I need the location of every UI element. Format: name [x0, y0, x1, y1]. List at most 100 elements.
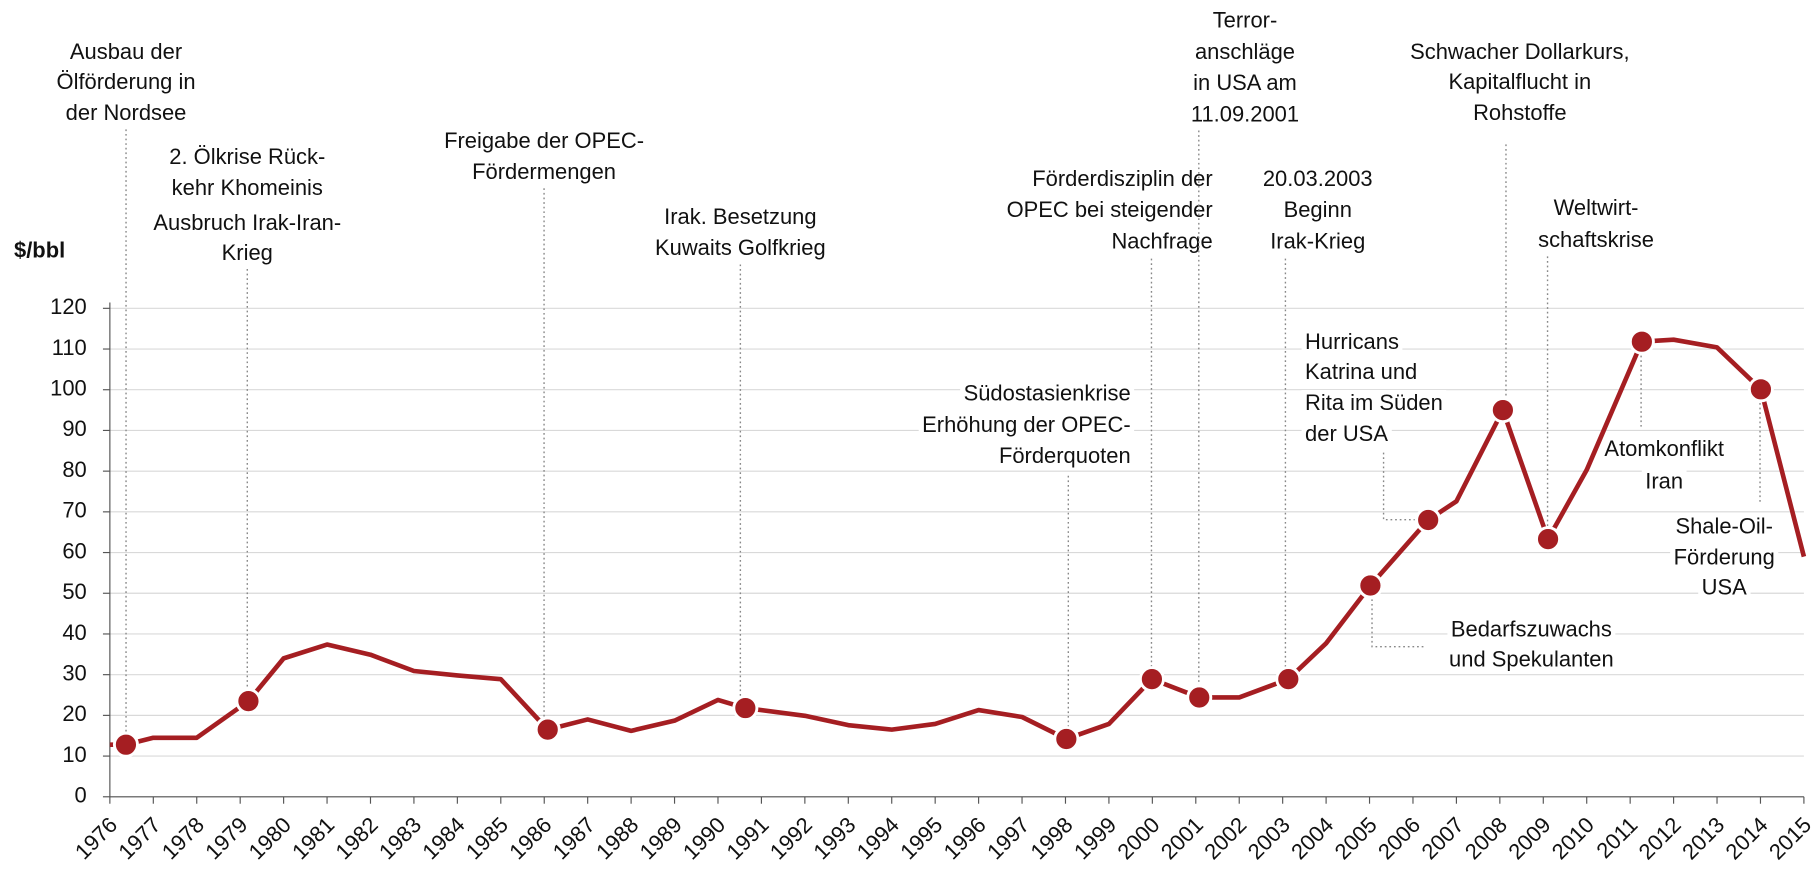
annotation: Förderdisziplin der OPEC bei steigender Na…	[1003, 165, 1217, 254]
annotation-text: Shale-Oil-	[1675, 514, 1773, 539]
annotation: 20.03.2003 Beginn Irak-Krieg	[1259, 165, 1377, 254]
event-marker	[1489, 397, 1516, 424]
annotation-bg	[165, 143, 329, 169]
annotation-bg	[1280, 197, 1356, 223]
annotation-text: und Spekulanten	[1449, 646, 1614, 671]
event-marker	[1275, 666, 1302, 693]
x-tick-label: 2003	[1243, 812, 1295, 864]
annotation-bg	[1406, 38, 1634, 64]
annotation-text: Kapitalflucht in	[1448, 69, 1591, 94]
y-tick-label: 30	[62, 660, 86, 685]
annotation-bg	[660, 204, 821, 230]
annotation-bg	[66, 38, 186, 64]
annotation-bg	[1550, 194, 1642, 220]
x-tick-label: 2002	[1199, 812, 1251, 864]
annotation-bg	[1445, 646, 1618, 672]
x-tick-label: 2014	[1721, 812, 1773, 864]
x-tick-label: 1996	[939, 812, 991, 864]
annotation-bg	[168, 175, 327, 201]
x-tick-label: 2009	[1503, 812, 1555, 864]
event-marker	[1747, 376, 1774, 403]
x-tick-label: 2004	[1286, 812, 1338, 864]
x-tick-label: 2008	[1460, 812, 1512, 864]
annotation-bg	[1301, 358, 1421, 384]
y-tick-label: 70	[62, 498, 86, 523]
x-tick-label: 2001	[1156, 812, 1208, 864]
annotation-bg	[1107, 228, 1217, 254]
leader-line	[1382, 452, 1415, 521]
y-axis-label: $/bbl	[14, 238, 65, 263]
annotation-bg	[440, 127, 648, 153]
annotation: Terror-anschläge in USA am 11.09.2001	[1187, 7, 1303, 127]
annotation-bg	[1189, 70, 1301, 96]
annotation: Schwacher Dollarkurs, Kapitalflucht in Roh…	[1406, 38, 1634, 126]
event-marker	[534, 716, 561, 743]
annotation-text: Weltwirt-	[1554, 195, 1639, 220]
x-tick-label: 1991	[721, 812, 773, 864]
annotation-bg	[1670, 544, 1779, 570]
annotation-text: Erhöhung der OPEC-	[922, 412, 1131, 437]
x-tick-label: 2013	[1677, 812, 1729, 864]
event-marker	[235, 688, 262, 715]
annotation-bg	[1600, 436, 1728, 462]
x-tick-label: 1987	[548, 812, 600, 864]
annotation-bg	[1301, 421, 1392, 447]
x-tick-label: 1994	[852, 812, 904, 864]
annotation-text: Freigabe der OPEC-	[444, 128, 644, 153]
x-tick-label: 1984	[417, 812, 469, 864]
event-marker	[732, 695, 759, 722]
annotation-bg	[468, 159, 620, 185]
annotation-text: Rita im Süden	[1305, 390, 1443, 415]
y-tick-label: 40	[62, 620, 86, 645]
annotation-text: Katrina und	[1305, 359, 1417, 384]
annotation-bg	[1028, 165, 1217, 191]
annotation-text: Ölförderung in	[57, 69, 196, 94]
annotation-text: Beginn	[1284, 197, 1352, 222]
x-tick-label: 2005	[1330, 812, 1382, 864]
annotation-bg	[1534, 227, 1658, 253]
annotation: Ausbau der Ölförderung in der Nordsee	[53, 38, 200, 126]
y-tick-label: 110	[52, 335, 87, 360]
annotation-text: Irak. Besetzung	[664, 204, 816, 229]
annotation-bg	[995, 443, 1135, 469]
annotation: Südostasienkrise Erhöhung der OPEC- Förder…	[918, 380, 1135, 469]
x-tick-label: 1992	[765, 812, 817, 864]
x-tick-label: 1990	[678, 812, 730, 864]
annotation-text: 20.03.2003	[1263, 166, 1373, 191]
event-marker	[1415, 506, 1442, 533]
x-tick-label: 1982	[331, 812, 383, 864]
annotation-text: Ausbruch Irak-Iran-	[153, 210, 341, 235]
annotation-bg	[53, 68, 200, 94]
y-tick-label: 60	[62, 538, 86, 563]
annotation-text: USA	[1702, 575, 1747, 600]
annotation-bg	[1301, 389, 1447, 415]
annotation-text: anschläge	[1195, 39, 1295, 64]
y-tick-label: 10	[62, 742, 86, 767]
x-tick-label: 1983	[374, 812, 426, 864]
annotation-bg	[1469, 100, 1571, 126]
x-tick-label: 1995	[895, 812, 947, 864]
annotation-text: Iran	[1645, 468, 1683, 493]
x-tick-label: 2011	[1591, 812, 1642, 863]
x-tick-label: 1978	[157, 812, 209, 864]
x-tick-label: 2015	[1764, 812, 1811, 864]
annotation-text: 11.09.2001	[1191, 101, 1299, 126]
annotation: Weltwirt-schaftskrise	[1534, 194, 1658, 253]
annotation-text: 2. Ölkrise Rück-	[169, 144, 325, 169]
x-tick-label: 1999	[1069, 812, 1121, 864]
x-tick-label: 1997	[982, 812, 1034, 864]
annotation-bg	[918, 411, 1135, 437]
annotation-bg	[1187, 101, 1303, 127]
annotation-bg	[1445, 68, 1595, 94]
x-tick-label: 2012	[1634, 812, 1686, 864]
annotation-bg	[1447, 616, 1616, 642]
annotation-text: Terror-	[1213, 8, 1278, 33]
annotation-bg	[1641, 468, 1687, 494]
x-tick-label: 1998	[1026, 812, 1078, 864]
annotation-text: Förderquoten	[999, 443, 1131, 468]
y-tick-label: 80	[62, 457, 86, 482]
x-tick-label: 2010	[1547, 812, 1599, 864]
annotation-text: Südostasienkrise	[964, 381, 1131, 406]
annotation-text: Irak-Krieg	[1270, 228, 1365, 253]
annotation-text: Bedarfszuwachs	[1451, 616, 1612, 641]
